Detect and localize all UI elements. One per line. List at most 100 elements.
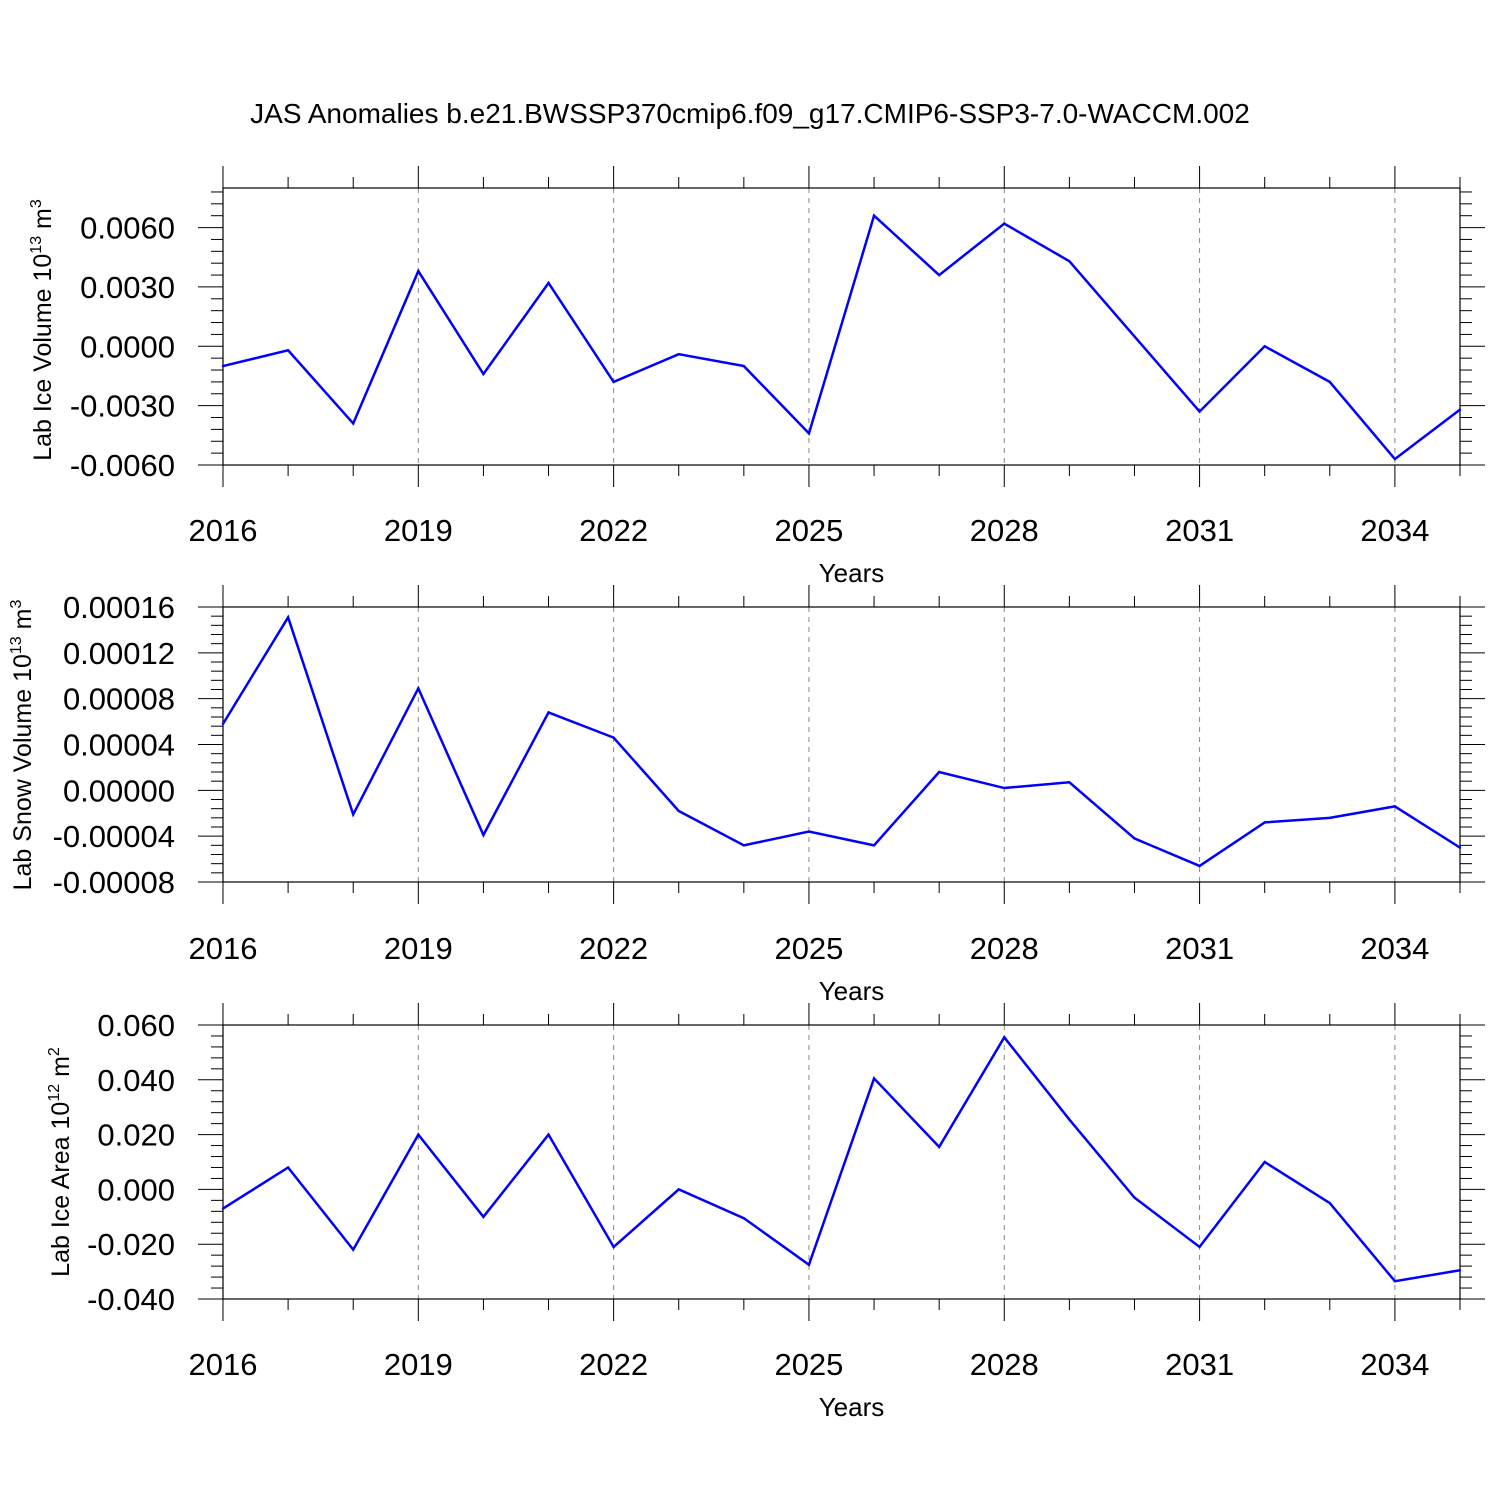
- data-point: [1068, 781, 1071, 784]
- x-tick-label: 2028: [970, 1347, 1039, 1382]
- data-point: [1263, 821, 1266, 824]
- data-point: [547, 281, 550, 285]
- y-tick-label: 0.000: [97, 1172, 175, 1207]
- panel-1: -0.0060 -0.0030 0.0000 0.0030 0.0060 2016 2019…: [28, 166, 1485, 588]
- data-point: [1328, 380, 1331, 384]
- y-tick-label: 0.0030: [80, 270, 175, 305]
- data-point: [612, 380, 615, 384]
- x-tick-label: 2025: [774, 513, 843, 548]
- y-tick-label: -0.040: [87, 1282, 175, 1317]
- data-point: [937, 1145, 941, 1149]
- x-tick-label: 2034: [1360, 931, 1429, 966]
- y-tick-label: 0.00004: [63, 728, 175, 763]
- data-point: [677, 353, 680, 356]
- y-tick-label: 0.00012: [63, 636, 175, 671]
- x-tick-label: 2031: [1165, 513, 1234, 548]
- x-tick-label: 2025: [774, 1347, 843, 1382]
- plot-frame: [222, 187, 1461, 466]
- data-point: [1198, 1245, 1201, 1249]
- x-axis-label: Years: [819, 558, 885, 588]
- data-point: [937, 273, 941, 277]
- data-point: [547, 1133, 550, 1136]
- data-point: [547, 711, 550, 714]
- series-line: [222, 213, 1461, 461]
- y-tick-label: -0.0030: [70, 389, 175, 424]
- x-axis-label: Years: [819, 976, 885, 1006]
- data-point: [221, 1207, 225, 1210]
- panel-3: -0.040 -0.020 0.000 0.020 0.040 0.060 2016 2019…: [46, 1003, 1485, 1422]
- data-point: [352, 813, 355, 816]
- y-axis-label: Lab Ice Area 1012 m2: [46, 1047, 75, 1277]
- data-point: [352, 422, 355, 425]
- data-point: [1068, 260, 1071, 263]
- data-point: [872, 844, 876, 847]
- x-tick-label: 2019: [384, 513, 453, 548]
- plot-frame: [222, 1024, 1461, 1300]
- y-tick-label: 0.00016: [63, 590, 175, 625]
- data-point: [742, 844, 746, 847]
- y-tick-label: 0.0060: [80, 211, 175, 246]
- x-tick-label: 2031: [1165, 931, 1234, 966]
- data-point: [1198, 410, 1201, 413]
- data-point: [1328, 1201, 1331, 1205]
- data-point: [612, 736, 615, 739]
- x-tick-label: 2016: [189, 931, 258, 966]
- x-tick-label: 2022: [579, 1347, 648, 1382]
- x-tick-label: 2019: [384, 1347, 453, 1382]
- data-point: [1133, 335, 1136, 338]
- data-point: [352, 1248, 355, 1251]
- data-point: [1263, 345, 1266, 348]
- data-point: [872, 214, 876, 217]
- data-point: [677, 809, 680, 813]
- data-point: [1003, 222, 1006, 225]
- x-tick-label: 2022: [579, 931, 648, 966]
- data-point: [807, 432, 811, 435]
- data-point: [1133, 837, 1136, 840]
- series-line: [221, 614, 1461, 868]
- figure-title: JAS Anomalies b.e21.BWSSP370cmip6.f09_g1…: [250, 98, 1250, 129]
- data-point: [1068, 1118, 1071, 1121]
- x-tick-label: 2025: [774, 931, 843, 966]
- y-tick-label: 0.040: [97, 1063, 175, 1098]
- data-point: [1393, 805, 1397, 808]
- x-tick-label: 2016: [189, 1347, 258, 1382]
- y-tick-label: 0.060: [97, 1008, 175, 1043]
- x-tick-label: 2034: [1360, 1347, 1429, 1382]
- series-line: [222, 1035, 1461, 1283]
- data-point: [1263, 1160, 1266, 1164]
- data-point: [742, 364, 746, 368]
- data-point: [1458, 846, 1462, 849]
- data-point: [612, 1245, 615, 1249]
- data-point: [417, 269, 420, 273]
- y-tick-label: 0.00008: [63, 682, 175, 717]
- x-tick-label: 2031: [1165, 1347, 1234, 1382]
- data-point: [1003, 1036, 1006, 1039]
- data-point: [807, 830, 811, 833]
- data-point: [1458, 408, 1462, 411]
- data-point: [286, 616, 290, 619]
- x-tick-label: 2034: [1360, 513, 1429, 548]
- data-point: [1328, 816, 1331, 820]
- data-point: [742, 1216, 746, 1220]
- x-tick-label: 2028: [970, 931, 1039, 966]
- data-point: [1198, 864, 1201, 868]
- x-tick-label: 2019: [384, 931, 453, 966]
- data-point: [937, 770, 941, 774]
- y-tick-label: -0.00008: [53, 865, 175, 900]
- data-point: [286, 1166, 290, 1169]
- data-point: [417, 687, 420, 690]
- plot-frame: [222, 606, 1461, 883]
- data-point: [482, 372, 485, 376]
- data-point: [677, 1188, 680, 1191]
- y-tick-label: -0.00004: [53, 819, 175, 854]
- y-tick-label: 0.00000: [63, 773, 175, 808]
- data-point: [807, 1263, 811, 1266]
- data-point: [1393, 457, 1397, 461]
- y-axis-label: Lab Snow Volume 1013 m3: [8, 600, 37, 891]
- data-point: [221, 364, 225, 368]
- data-point: [417, 1133, 420, 1136]
- data-point: [221, 722, 225, 726]
- data-point: [1458, 1269, 1462, 1272]
- data-point: [482, 1215, 485, 1219]
